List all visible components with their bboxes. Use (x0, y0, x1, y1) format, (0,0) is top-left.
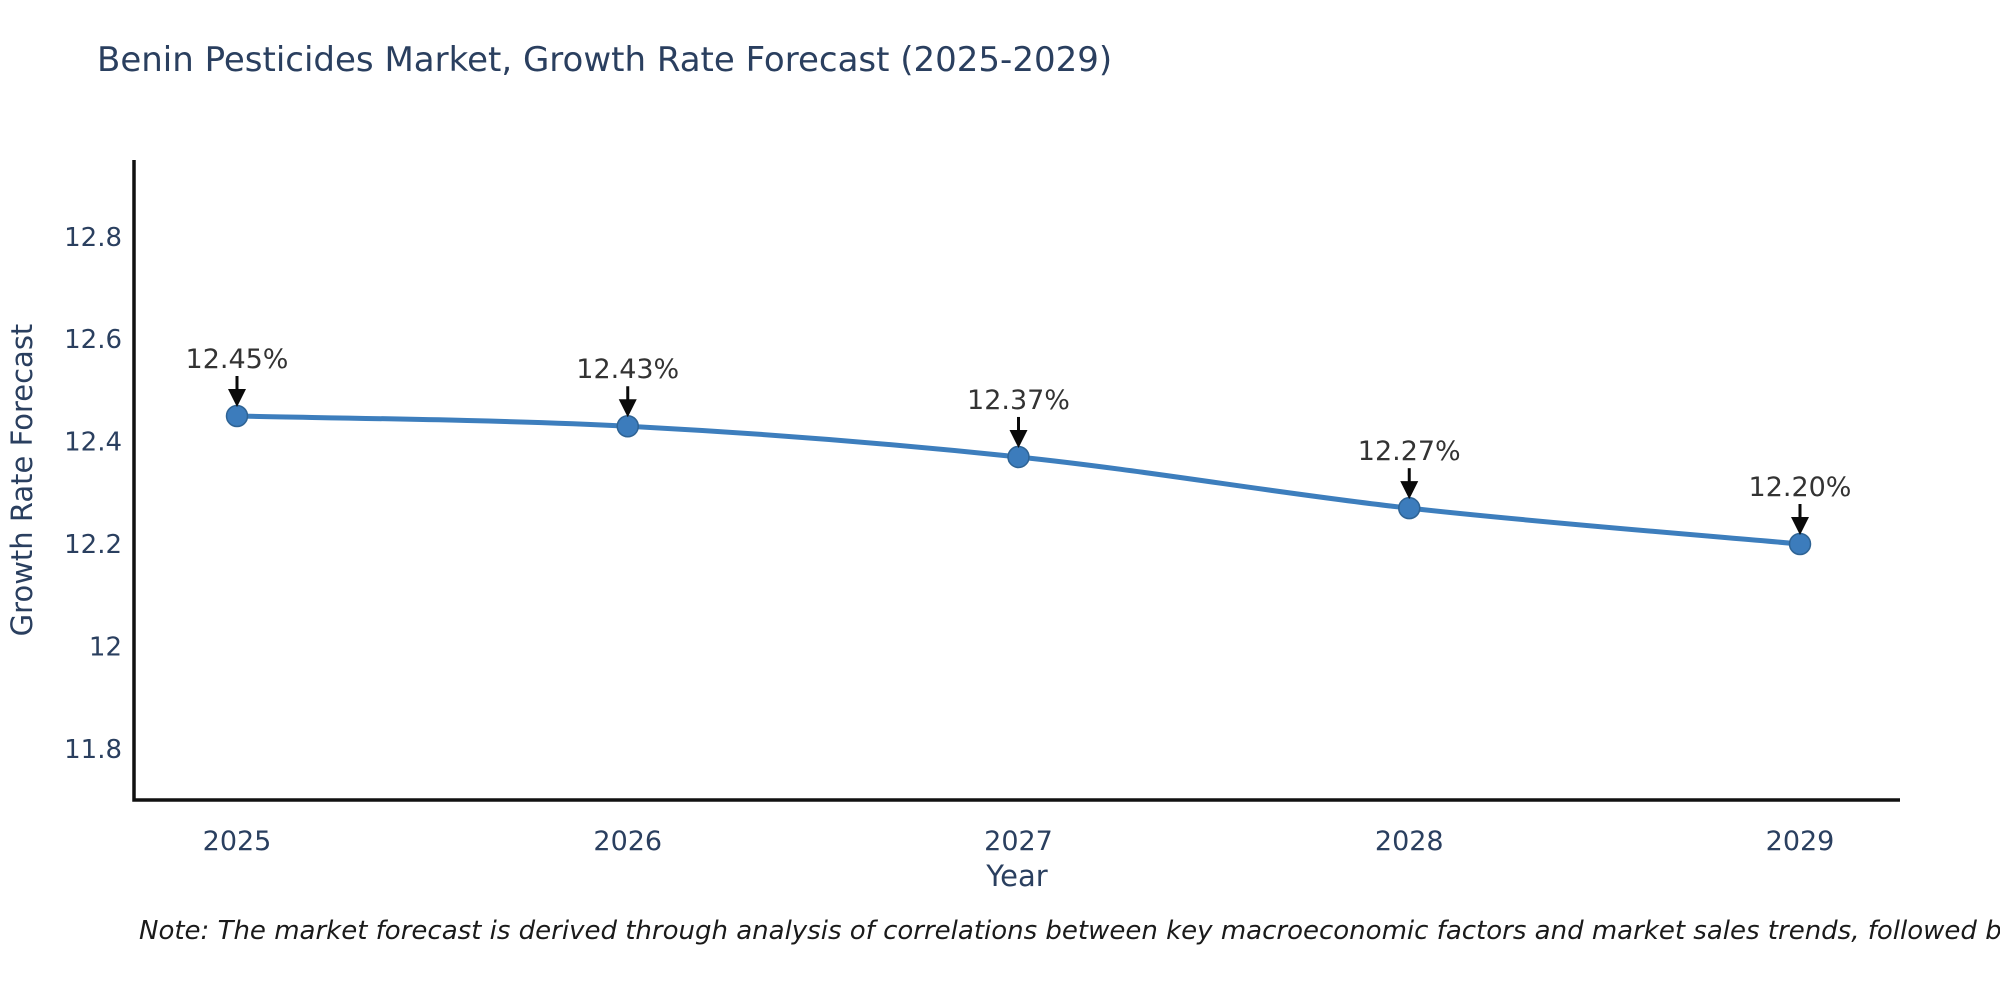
annotation-label: 12.27% (1358, 436, 1461, 467)
y-tick-label: 11.8 (64, 735, 122, 765)
y-axis-title: Growth Rate Forecast (5, 324, 39, 637)
x-tick-label: 2026 (593, 826, 662, 857)
data-point-marker[interactable] (1007, 445, 1030, 469)
data-point-marker[interactable] (1788, 532, 1812, 556)
annotation-arrowhead (228, 389, 246, 407)
y-tick-label: 12 (89, 632, 122, 662)
annotation-arrowhead (1009, 429, 1028, 448)
annotation-arrowhead (1400, 481, 1419, 500)
data-point-marker[interactable] (225, 404, 249, 428)
axis-lines (132, 160, 1900, 802)
data-point-marker[interactable] (616, 414, 639, 438)
x-axis-title: Year (985, 859, 1047, 893)
annotation-arrowhead (618, 399, 637, 418)
y-tick-label: 12.8 (64, 223, 122, 253)
x-tick-label: 2027 (984, 826, 1053, 857)
annotation-label: 12.45% (186, 344, 289, 375)
annotations: 12.45% 12.43% 12.37% 12.27% 12.20% (186, 344, 1852, 535)
y-tick-labels: 11.8 12 12.2 12.4 12.6 12.8 (64, 223, 122, 765)
annotation-label: 12.43% (576, 354, 679, 385)
footnote: Note: The market forecast is derived thr… (139, 916, 2000, 946)
annotation-label: 12.37% (967, 385, 1070, 416)
x-tick-label: 2025 (203, 826, 272, 857)
data-point-marker[interactable] (1398, 496, 1421, 520)
x-tick-labels: 2025 2026 2027 2028 2029 (203, 826, 1835, 857)
y-tick-label: 12.2 (64, 530, 122, 560)
chart-title: Benin Pesticides Market, Growth Rate For… (97, 40, 1113, 80)
annotation-label: 12.20% (1749, 472, 1852, 503)
y-tick-label: 12.4 (64, 428, 122, 458)
x-tick-label: 2029 (1766, 826, 1835, 857)
y-tick-label: 12.6 (64, 325, 122, 355)
annotation-arrowhead (1791, 517, 1809, 535)
x-tick-label: 2028 (1375, 826, 1444, 857)
